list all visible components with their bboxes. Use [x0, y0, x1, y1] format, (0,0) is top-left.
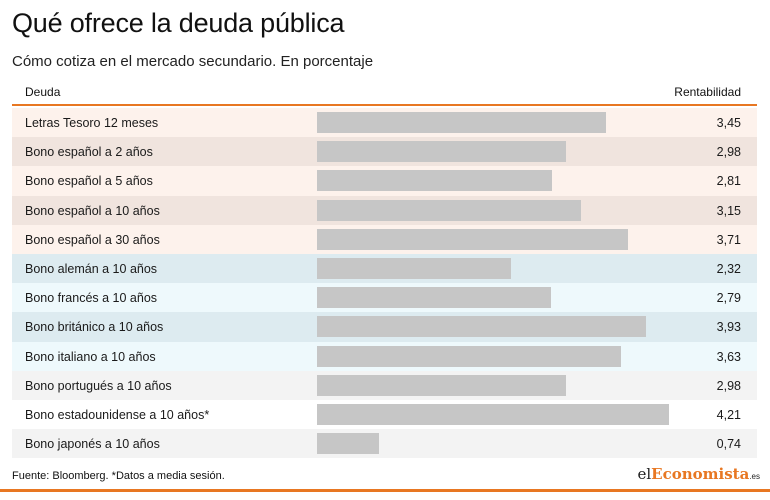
bar-track	[317, 316, 677, 338]
source-note: Fuente: Bloomberg. *Datos a media sesión…	[12, 470, 225, 482]
row-label: Bono español a 2 años	[25, 145, 153, 160]
bond-table: Deuda Rentabilidad Letras Tesoro 12 mese…	[12, 78, 757, 459]
row-label: Bono español a 5 años	[25, 174, 153, 189]
bar	[317, 257, 512, 279]
chart-title: Qué ofrece la deuda pública	[12, 8, 345, 38]
publisher-logo: elEconomista.es	[637, 465, 760, 483]
bar	[317, 112, 606, 133]
table-row: Bono portugués a 10 años 2,98	[12, 370, 757, 400]
bar	[317, 170, 553, 192]
row-label: Bono estadounidense a 10 años*	[25, 407, 210, 422]
bar	[317, 141, 567, 163]
row-value: 2,79	[716, 291, 741, 306]
column-header-rentabilidad: Rentabilidad	[674, 85, 741, 99]
bar	[317, 403, 670, 425]
bar-track	[317, 433, 677, 455]
table-row: Bono francés a 10 años 2,79	[12, 283, 757, 313]
row-value: 3,15	[716, 203, 741, 218]
table-rows: Letras Tesoro 12 meses 3,45 Bono español a…	[12, 108, 757, 459]
bar	[317, 374, 567, 396]
bar	[317, 228, 628, 250]
table-row: Bono español a 2 años 2,98	[12, 137, 757, 167]
bar-track	[317, 141, 677, 163]
bar-track	[317, 257, 677, 279]
bar-track	[317, 170, 677, 192]
bar-track	[317, 228, 677, 250]
table-header: Deuda Rentabilidad	[12, 78, 757, 106]
row-label: Letras Tesoro 12 meses	[25, 116, 159, 130]
bar	[317, 316, 647, 338]
table-row: Bono italiano a 10 años 3,63	[12, 341, 757, 371]
bar	[317, 199, 581, 221]
table-row: Bono alemán a 10 años 2,32	[12, 253, 757, 284]
row-value: 0,74	[716, 437, 741, 452]
table-row: Bono español a 30 años 3,71	[12, 224, 757, 254]
bar	[317, 345, 621, 367]
column-header-deuda: Deuda	[25, 85, 61, 99]
row-value: 3,71	[716, 232, 741, 247]
logo-accent: Economista	[651, 465, 750, 483]
row-value: 3,63	[716, 349, 741, 364]
row-label: Bono italiano a 10 años	[25, 349, 156, 364]
table-row: Bono británico a 10 años 3,93	[12, 312, 757, 342]
bar-track	[317, 403, 677, 425]
logo-suffix: .es	[749, 472, 760, 481]
row-label: Bono portugués a 10 años	[25, 378, 172, 393]
table-row: Bono estadounidense a 10 años* 4,21	[12, 399, 757, 430]
bottom-rule	[0, 489, 770, 492]
bar	[317, 287, 551, 309]
row-label: Bono japonés a 10 años	[25, 437, 160, 452]
row-label: Bono británico a 10 años	[25, 320, 164, 335]
bar-track	[317, 345, 677, 367]
table-row: Bono español a 5 años 2,81	[12, 166, 757, 196]
row-value: 2,81	[716, 174, 741, 189]
bar	[317, 433, 379, 455]
bar-track	[317, 112, 677, 133]
row-value: 2,98	[716, 145, 741, 160]
table-row: Letras Tesoro 12 meses 3,45	[12, 108, 757, 138]
row-label: Bono francés a 10 años	[25, 291, 158, 306]
table-row: Bono japonés a 10 años 0,74	[12, 429, 757, 459]
row-label: Bono español a 10 años	[25, 203, 160, 218]
row-label: Bono español a 30 años	[25, 232, 160, 247]
table-row: Bono español a 10 años 3,15	[12, 195, 757, 225]
bar-track	[317, 374, 677, 396]
chart-subtitle: Cómo cotiza en el mercado secundario. En…	[12, 53, 374, 70]
logo-prefix: el	[637, 465, 652, 483]
row-value: 4,21	[716, 407, 741, 422]
bar-track	[317, 199, 677, 221]
row-value: 2,32	[716, 261, 741, 276]
bar-track	[317, 287, 677, 309]
row-value: 3,45	[716, 116, 741, 130]
row-value: 2,98	[716, 378, 741, 393]
row-value: 3,93	[716, 320, 741, 335]
row-label: Bono alemán a 10 años	[25, 261, 158, 276]
